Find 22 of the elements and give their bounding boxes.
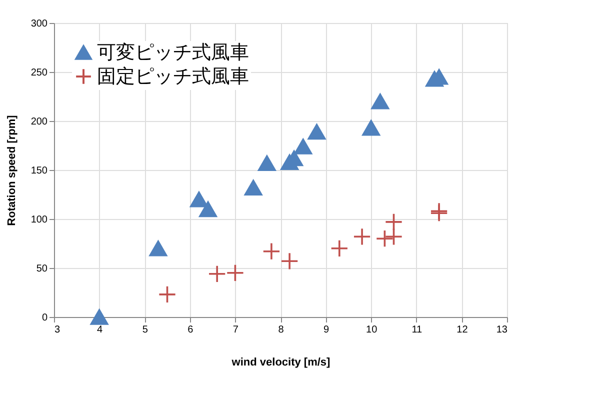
x-tick-label: 10: [366, 324, 378, 336]
y-tick-label: 50: [36, 264, 48, 274]
x-tick-label: 13: [496, 324, 508, 336]
x-tick-label: 3: [54, 324, 60, 336]
x-tick-label: 8: [278, 324, 284, 336]
x-tick-label: 4: [97, 324, 104, 336]
y-tick-label: 100: [30, 214, 48, 226]
x-axis-title: wind velocity [m/s]: [230, 356, 331, 368]
x-tick-label: 11: [412, 324, 423, 336]
legend-label: 固定ピッチ式風車: [97, 66, 249, 88]
y-tick-label: 300: [30, 18, 48, 30]
y-axis-title: Rotation speed [rpm]: [6, 114, 18, 226]
y-tick-label: 0: [42, 312, 48, 324]
y-tick-label: 150: [30, 166, 48, 176]
x-tick-label: 6: [188, 324, 194, 336]
y-tick-label: 200: [30, 116, 48, 128]
x-tick-label: 9: [324, 324, 330, 336]
x-tick-label: 12: [456, 324, 468, 336]
y-tick-label: 250: [30, 68, 48, 78]
legend-label: 可変ピッチ式風車: [97, 42, 249, 64]
x-tick-label: 5: [142, 324, 148, 336]
x-tick-label: 7: [232, 324, 239, 336]
